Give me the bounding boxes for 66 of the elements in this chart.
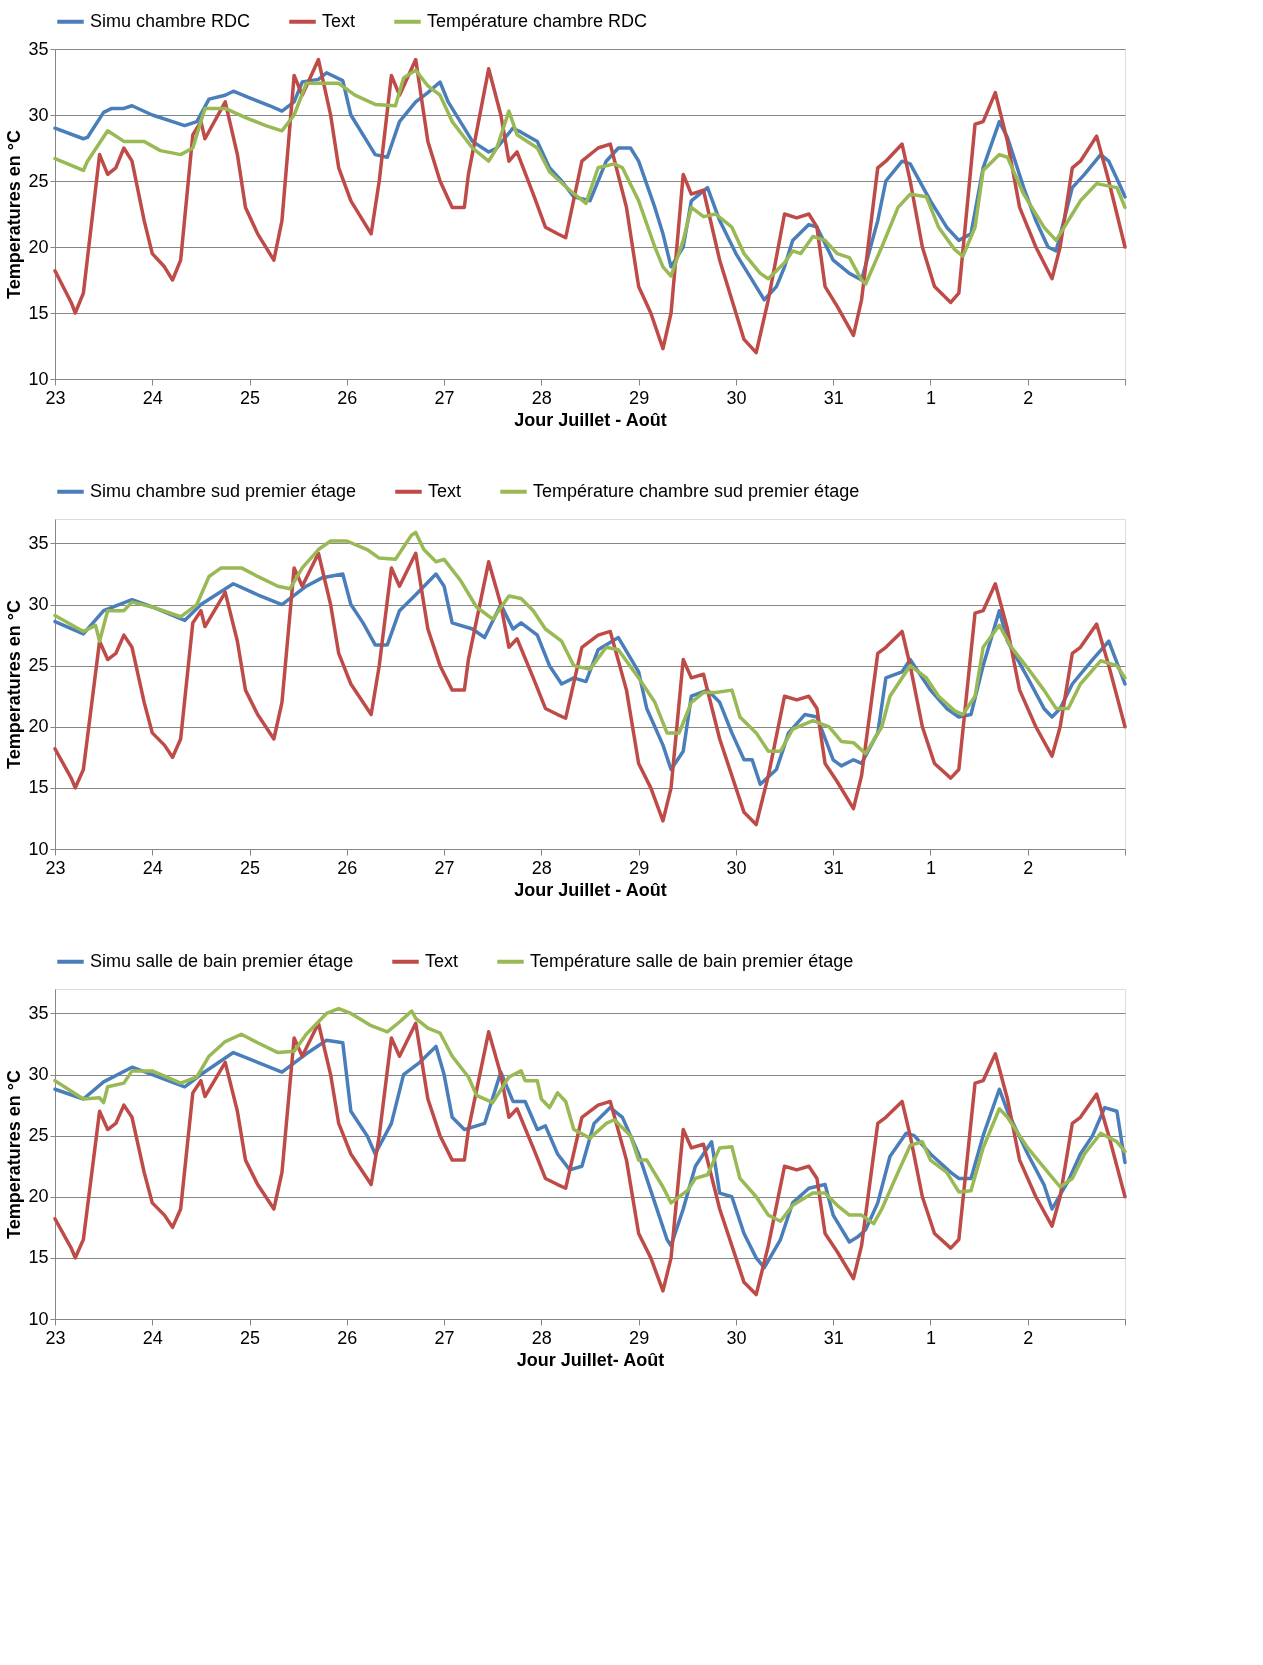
x-axis-title: Jour Juillet - Août xyxy=(514,879,667,900)
x-tick-label: 25 xyxy=(240,1327,261,1348)
x-axis-title: Jour Juillet- Août xyxy=(516,1349,665,1370)
y-axis-title: Temperatures en °C xyxy=(4,600,25,769)
x-tick-label: 23 xyxy=(45,387,66,408)
legend-label: Température salle de bain premier étage xyxy=(530,950,854,971)
legend-label: Simu salle de bain premier étage xyxy=(90,950,354,971)
legend-label: Température chambre RDC xyxy=(427,10,648,31)
y-tick-label: 25 xyxy=(28,170,49,191)
x-tick-label: 31 xyxy=(823,1327,844,1348)
y-tick-label: 15 xyxy=(28,777,49,798)
legend-label: Simu chambre sud premier étage xyxy=(90,480,357,501)
x-tick-label: 1 xyxy=(925,387,936,408)
x-tick-label: 30 xyxy=(726,857,747,878)
y-tick-label: 20 xyxy=(28,236,49,257)
y-tick-label: 30 xyxy=(28,1064,49,1085)
x-tick-label: 27 xyxy=(434,1327,455,1348)
x-tick-label: 28 xyxy=(531,387,552,408)
x-tick-label: 31 xyxy=(823,387,844,408)
x-tick-label: 1 xyxy=(925,1327,936,1348)
x-tick-label: 23 xyxy=(45,857,66,878)
x-tick-label: 29 xyxy=(629,387,650,408)
y-tick-label: 15 xyxy=(28,302,49,323)
legend-label: Simu chambre RDC xyxy=(90,10,251,31)
x-tick-label: 24 xyxy=(142,1327,163,1348)
x-tick-label: 26 xyxy=(337,1327,358,1348)
y-tick-label: 20 xyxy=(28,716,49,737)
x-tick-label: 25 xyxy=(240,857,261,878)
legend-label: Text xyxy=(322,10,356,31)
y-tick-label: 35 xyxy=(28,532,49,553)
x-axis-title: Jour Juillet - Août xyxy=(514,409,667,430)
x-tick-label: 24 xyxy=(142,387,163,408)
legend-label: Text xyxy=(425,950,459,971)
x-tick-label: 29 xyxy=(629,857,650,878)
x-tick-label: 24 xyxy=(142,857,163,878)
legend-label: Text xyxy=(428,480,462,501)
legend-label: Température chambre sud premier étage xyxy=(533,480,860,501)
x-tick-label: 2 xyxy=(1023,387,1034,408)
y-tick-label: 15 xyxy=(28,1247,49,1268)
x-tick-label: 31 xyxy=(823,857,844,878)
x-tick-label: 26 xyxy=(337,857,358,878)
y-tick-label: 30 xyxy=(28,104,49,125)
x-tick-label: 2 xyxy=(1023,1327,1034,1348)
x-tick-label: 28 xyxy=(531,1327,552,1348)
x-tick-label: 30 xyxy=(726,387,747,408)
x-tick-label: 28 xyxy=(531,857,552,878)
x-tick-label: 25 xyxy=(240,387,261,408)
y-tick-label: 10 xyxy=(28,1308,49,1329)
y-tick-label: 35 xyxy=(28,1002,49,1023)
y-axis-title: Temperatures en °C xyxy=(4,1070,25,1239)
y-tick-label: 10 xyxy=(28,368,49,389)
y-tick-label: 25 xyxy=(28,655,49,676)
x-tick-label: 2 xyxy=(1023,857,1034,878)
y-tick-label: 20 xyxy=(28,1186,49,1207)
x-tick-label: 23 xyxy=(45,1327,66,1348)
y-axis-title: Temperatures en °C xyxy=(4,130,25,299)
x-tick-label: 30 xyxy=(726,1327,747,1348)
x-tick-label: 26 xyxy=(337,387,358,408)
y-tick-label: 25 xyxy=(28,1125,49,1146)
x-tick-label: 27 xyxy=(434,387,455,408)
x-tick-label: 29 xyxy=(629,1327,650,1348)
y-tick-label: 10 xyxy=(28,838,49,859)
y-tick-label: 30 xyxy=(28,594,49,615)
y-tick-label: 35 xyxy=(28,38,49,59)
x-tick-label: 1 xyxy=(925,857,936,878)
x-tick-label: 27 xyxy=(434,857,455,878)
